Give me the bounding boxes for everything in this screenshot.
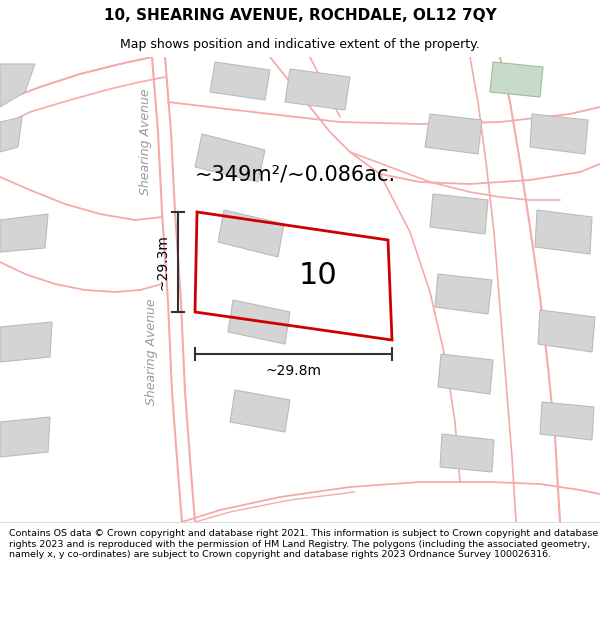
Polygon shape [438,354,493,394]
Text: Shearing Avenue: Shearing Avenue [139,89,151,195]
Polygon shape [0,64,35,107]
Polygon shape [218,210,284,257]
Polygon shape [425,114,482,154]
Text: ~29.3m: ~29.3m [156,234,170,290]
Polygon shape [0,322,52,362]
Text: Shearing Avenue: Shearing Avenue [146,299,158,405]
Polygon shape [538,310,595,352]
Polygon shape [195,134,265,182]
Text: Contains OS data © Crown copyright and database right 2021. This information is : Contains OS data © Crown copyright and d… [9,529,598,559]
Polygon shape [0,117,22,152]
Text: Map shows position and indicative extent of the property.: Map shows position and indicative extent… [120,38,480,51]
Polygon shape [285,69,350,110]
Polygon shape [435,274,492,314]
Polygon shape [0,417,50,457]
Polygon shape [530,114,588,154]
Polygon shape [210,62,270,100]
Polygon shape [490,62,543,97]
Text: ~349m²/~0.086ac.: ~349m²/~0.086ac. [195,164,396,184]
Polygon shape [540,402,594,440]
Polygon shape [228,300,290,344]
Polygon shape [430,194,488,234]
Polygon shape [0,214,48,252]
Text: 10, SHEARING AVENUE, ROCHDALE, OL12 7QY: 10, SHEARING AVENUE, ROCHDALE, OL12 7QY [104,9,496,24]
Polygon shape [230,390,290,432]
Polygon shape [535,210,592,254]
Text: ~29.8m: ~29.8m [265,364,322,378]
Polygon shape [440,434,494,472]
Text: 10: 10 [299,261,337,291]
